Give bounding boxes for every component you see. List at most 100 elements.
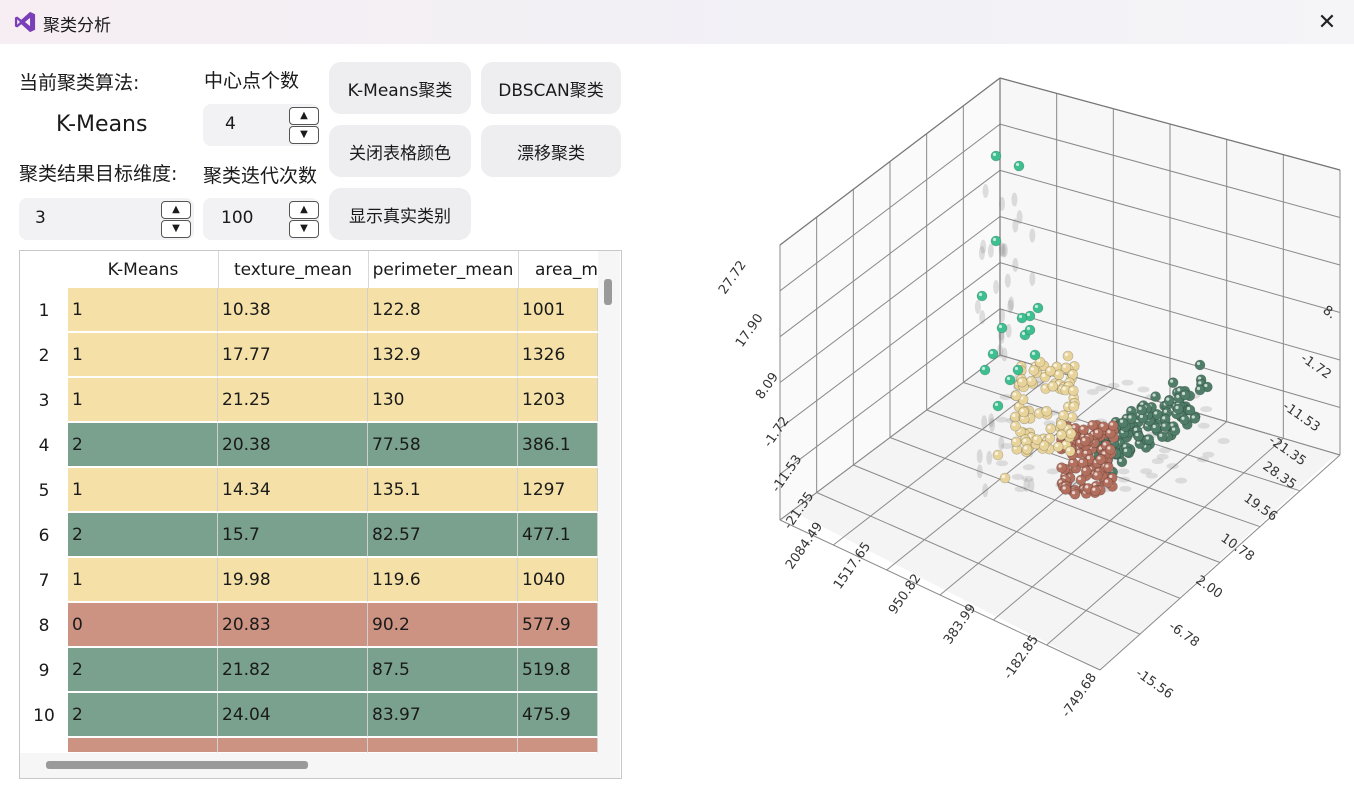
cell-area-mean[interactable]: 1297	[518, 468, 598, 512]
cell-area-mean[interactable]: 577.9	[518, 603, 598, 647]
cell-kmeans[interactable]: 1	[68, 468, 218, 512]
cell-perimeter-mean[interactable]: 87.5	[368, 648, 518, 692]
data-point-highlight	[1019, 378, 1023, 383]
data-point-highlight	[1015, 162, 1020, 167]
centers-value: 4	[225, 114, 236, 134]
point-shadow	[1004, 273, 1011, 288]
cell-kmeans[interactable]: 1	[68, 558, 218, 602]
left-floor-axis-tick: 383.99	[941, 601, 979, 647]
point-shadow	[1119, 485, 1132, 492]
centers-increment-button[interactable]: ▲	[289, 107, 319, 125]
data-point-highlight	[1023, 438, 1027, 443]
iterations-spinbox[interactable]: 100 ▲ ▼	[203, 198, 319, 240]
close-button[interactable]: ✕	[1300, 0, 1354, 44]
cell-texture-mean[interactable]: 20.38	[218, 423, 368, 467]
cell-perimeter-mean[interactable]: 90.2	[368, 603, 518, 647]
centers-label: 中心点个数	[204, 70, 300, 92]
data-point-highlight	[1124, 448, 1128, 452]
cell-perimeter-mean[interactable]: 135.1	[368, 468, 518, 512]
iterations-decrement-button[interactable]: ▼	[289, 220, 319, 238]
cell-texture-mean[interactable]: 19.98	[218, 558, 368, 602]
centers-decrement-button[interactable]: ▼	[289, 126, 319, 144]
data-point	[1056, 462, 1067, 473]
horizontal-scrollbar[interactable]	[20, 753, 598, 778]
cell-perimeter-mean[interactable]: 119.6	[368, 558, 518, 602]
cell-area-mean[interactable]: 1040	[518, 558, 598, 602]
cell-perimeter-mean[interactable]: 122.8	[368, 288, 518, 332]
point-shadow	[1011, 192, 1018, 207]
data-point-highlight	[1021, 331, 1026, 336]
close-table-colors-button[interactable]: 关闭表格颜色	[329, 125, 471, 177]
cell-area-mean[interactable]: 386.1	[518, 423, 598, 467]
meanshift-button[interactable]: 漂移聚类	[481, 125, 621, 177]
cell-kmeans[interactable]: 1	[68, 333, 218, 377]
data-point	[1029, 349, 1041, 361]
cell-perimeter-mean[interactable]: 130	[368, 378, 518, 422]
data-point-highlight	[1047, 425, 1051, 429]
data-point-highlight	[1186, 406, 1191, 411]
data-point-highlight	[1012, 413, 1016, 418]
point-shadow	[1145, 472, 1158, 479]
point-shadow	[986, 450, 993, 465]
cell-texture-mean[interactable]: 21.25	[218, 378, 368, 422]
cell-kmeans[interactable]: 1	[68, 288, 218, 332]
point-shadow	[1107, 382, 1120, 389]
data-point-highlight	[1196, 386, 1201, 391]
cell-texture-mean[interactable]: 10.38	[218, 288, 368, 332]
cell-area-mean[interactable]: 1001	[518, 288, 598, 332]
cell-kmeans[interactable]: 2	[68, 423, 218, 467]
cluster-table[interactable]: K-Means texture_mean perimeter_mean area…	[19, 250, 622, 779]
cell-kmeans[interactable]: 2	[68, 693, 218, 737]
data-point-highlight	[1058, 464, 1062, 468]
cell-perimeter-mean[interactable]: 83.97	[368, 693, 518, 737]
data-point-highlight	[1049, 383, 1053, 387]
cell-kmeans[interactable]: 2	[68, 513, 218, 557]
data-point-highlight	[1013, 392, 1017, 396]
vertical-scroll-thumb[interactable]	[604, 279, 612, 305]
dims-spinbox[interactable]: 3 ▲ ▼	[19, 198, 194, 240]
centers-spinbox[interactable]: 4 ▲ ▼	[203, 104, 319, 146]
data-point-highlight	[1154, 411, 1158, 415]
cell-kmeans[interactable]: 0	[68, 603, 218, 647]
data-point-highlight	[1020, 408, 1024, 413]
cell-kmeans[interactable]: 1	[68, 378, 218, 422]
point-shadow	[981, 415, 988, 430]
cell-area-mean[interactable]: 1326	[518, 333, 598, 377]
kmeans-button[interactable]: K-Means聚类	[329, 62, 471, 114]
data-point-highlight	[1067, 430, 1072, 434]
data-point-highlight	[1077, 439, 1081, 444]
column-header-kmeans[interactable]: K-Means	[68, 251, 219, 289]
cell-texture-mean[interactable]: 21.82	[218, 648, 368, 692]
data-point-highlight	[1198, 381, 1202, 385]
cell-texture-mean[interactable]: 17.77	[218, 333, 368, 377]
cell-texture-mean[interactable]: 14.34	[218, 468, 368, 512]
cell-area-mean[interactable]: 519.8	[518, 648, 598, 692]
column-header-area-mean[interactable]: area_m	[518, 251, 598, 289]
dims-decrement-button[interactable]: ▼	[161, 220, 191, 238]
horizontal-scroll-thumb[interactable]	[46, 761, 308, 769]
dims-increment-button[interactable]: ▲	[161, 201, 191, 219]
dbscan-button[interactable]: DBSCAN聚类	[481, 62, 621, 114]
data-point-highlight	[1006, 376, 1011, 381]
cell-perimeter-mean[interactable]: 132.9	[368, 333, 518, 377]
cell-perimeter-mean[interactable]: 82.57	[368, 513, 518, 557]
row-number: 3	[38, 390, 50, 411]
cell-area-mean[interactable]: 477.1	[518, 513, 598, 557]
data-point	[1031, 434, 1043, 446]
data-point-highlight	[1128, 415, 1132, 419]
iterations-increment-button[interactable]: ▲	[289, 201, 319, 219]
show-true-labels-button[interactable]: 显示真实类别	[329, 188, 471, 240]
cell-area-mean[interactable]: 1203	[518, 378, 598, 422]
column-header-texture-mean[interactable]: texture_mean	[218, 251, 369, 289]
vertical-scrollbar[interactable]	[598, 251, 620, 778]
cell-perimeter-mean[interactable]: 77.58	[368, 423, 518, 467]
point-shadow	[1022, 464, 1035, 471]
data-point-highlight	[1071, 491, 1076, 495]
cell-texture-mean[interactable]: 24.04	[218, 693, 368, 737]
cell-texture-mean[interactable]: 15.7	[218, 513, 368, 557]
cell-kmeans[interactable]: 2	[68, 648, 218, 692]
cell-area-mean[interactable]: 475.9	[518, 693, 598, 737]
cell-texture-mean[interactable]: 20.83	[218, 603, 368, 647]
column-header-perimeter-mean[interactable]: perimeter_mean	[368, 251, 519, 289]
